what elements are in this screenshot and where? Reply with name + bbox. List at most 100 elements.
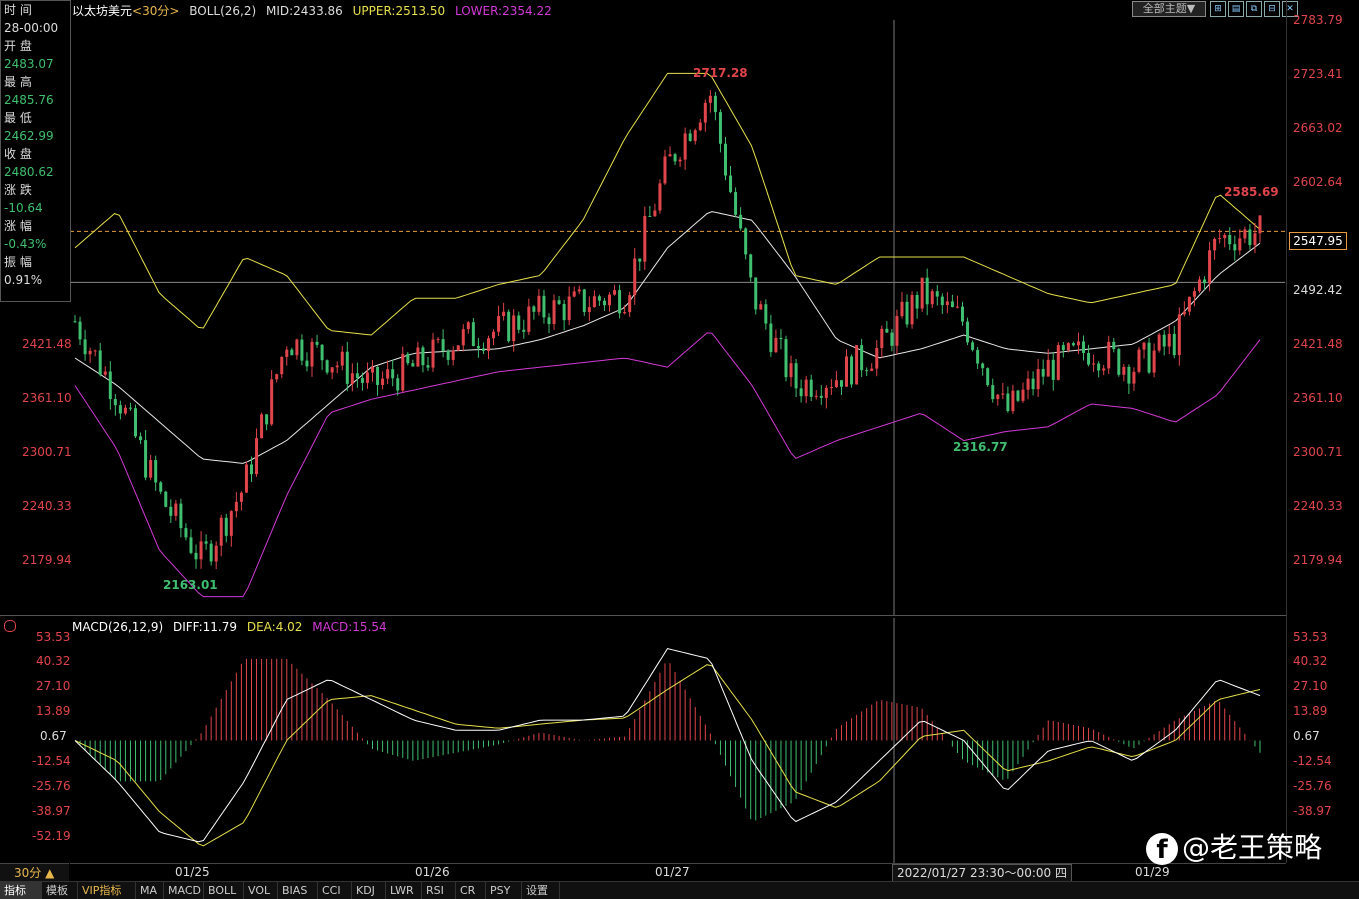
candle-body [1192, 291, 1196, 297]
tab-macd[interactable]: MACD [164, 882, 204, 899]
macd-tick: 0.67 [40, 729, 67, 743]
candle-body [1001, 393, 1005, 395]
candle-body [285, 349, 289, 357]
tab-kdj[interactable]: KDJ [352, 882, 386, 899]
candle-body [340, 351, 344, 366]
candle-body [1036, 369, 1040, 390]
candle-body [1066, 343, 1070, 351]
tab-lwr[interactable]: LWR [386, 882, 422, 899]
tab-rsi[interactable]: RSI [422, 882, 456, 899]
symbol-name[interactable]: 以太坊美元 [72, 4, 133, 18]
tab-cci[interactable]: CCI [318, 882, 352, 899]
candle-body [1011, 390, 1015, 412]
tab-cr[interactable]: CR [456, 882, 486, 899]
candle-body [618, 290, 622, 314]
candle-body [608, 294, 612, 306]
period-selector[interactable]: 30分 ▲ [0, 863, 69, 881]
close-value: 2480.62 [4, 165, 54, 179]
candle-body [628, 295, 632, 313]
open-value: 2483.07 [4, 57, 54, 71]
tab-templates[interactable]: 模板 [42, 882, 78, 899]
candle-body [249, 464, 253, 475]
tab-indicators[interactable]: 指标 [0, 882, 42, 899]
tab-vip-indicators[interactable]: VIP指标 [78, 882, 136, 899]
candle-body [799, 388, 803, 397]
list-icon[interactable]: ▤ [1228, 1, 1244, 17]
theme-dropdown[interactable]: 全部主题▼ [1132, 1, 1206, 17]
tab-bias[interactable]: BIAS [278, 882, 318, 899]
candle-body [189, 537, 193, 553]
candle-body [1107, 341, 1111, 369]
ohlc-info-panel: 时 间 28-00:00 开 盘 2483.07 最 高 2485.76 最 低… [0, 0, 71, 302]
candle-body [255, 438, 259, 475]
candle-body [804, 379, 808, 397]
candle-body [739, 214, 743, 229]
candle-body [1082, 341, 1086, 353]
price-chart[interactable] [70, 0, 1285, 615]
candle-body [320, 344, 324, 361]
window-icon[interactable]: ⧉ [1246, 1, 1262, 17]
period-tag[interactable]: <30分> [132, 4, 180, 18]
candle-body [209, 543, 213, 562]
macd-dea-value: DEA:4.02 [246, 620, 303, 634]
candle-body [729, 175, 733, 193]
indicator-name[interactable]: BOLL(26,2) [189, 4, 257, 18]
low2-annotation: 2316.77 [953, 440, 1008, 454]
indicator-settings-icon[interactable] [4, 620, 16, 632]
candle-body [1122, 366, 1126, 375]
candle-body [1203, 279, 1207, 284]
candle-body [764, 304, 768, 324]
candle-body [1142, 342, 1146, 350]
candle-body [406, 353, 410, 364]
close-icon[interactable]: ✕ [1282, 1, 1298, 17]
candle-body [890, 332, 894, 346]
candle-body [668, 154, 672, 157]
grid-icon[interactable]: ⊞ [1210, 1, 1226, 17]
candle-body [900, 301, 904, 317]
candle-body [1056, 345, 1060, 380]
boll-upper-value: UPPER:2513.50 [352, 4, 446, 18]
candle-body [779, 337, 783, 340]
tab-psy[interactable]: PSY [486, 882, 522, 899]
candle-body [623, 312, 627, 314]
tab-boll[interactable]: BOLL [204, 882, 244, 899]
candle-body [522, 329, 526, 332]
candle-body [134, 408, 138, 437]
left-macd-axis: 53.53 40.32 27.10 13.89 0.67 -12.54 -25.… [0, 618, 71, 863]
tab-vol[interactable]: VOL [244, 882, 278, 899]
candle-body [930, 291, 934, 305]
candle-body [955, 306, 959, 308]
tab-ma[interactable]: MA [136, 882, 164, 899]
candle-body [552, 300, 556, 325]
time-label: 01/26 [415, 865, 450, 879]
tab-settings[interactable]: 设置 [522, 882, 560, 899]
macd-tick: 27.10 [36, 679, 71, 693]
candle-body [1197, 279, 1201, 292]
macd-chart[interactable] [70, 618, 1285, 863]
candle-body [597, 296, 601, 301]
candle-body [850, 356, 854, 385]
candle-body [199, 541, 203, 560]
candle-body [542, 295, 546, 318]
candle-body [940, 296, 944, 306]
candle-body [845, 356, 849, 387]
candle-body [184, 528, 188, 538]
pane-divider[interactable] [0, 615, 1286, 616]
candle-body [1112, 341, 1116, 350]
candle-body [935, 291, 939, 297]
candle-body [275, 374, 279, 380]
minimize-icon[interactable]: ⊟ [1264, 1, 1280, 17]
candle-body [537, 295, 541, 312]
close-label: 收 盘 [4, 147, 32, 161]
candle-body [870, 368, 874, 371]
candle-body [507, 311, 511, 342]
price-tick: 2361.10 [1293, 391, 1343, 405]
low-value: 2462.99 [4, 129, 54, 143]
macd-diff-value: DIFF:11.79 [172, 620, 238, 634]
candle-body [1076, 341, 1080, 346]
candle-body [1021, 389, 1025, 401]
candle-body [910, 295, 914, 325]
macd-indicator-name[interactable]: MACD(26,12,9) [72, 620, 164, 634]
candle-body [98, 350, 102, 375]
candle-body [108, 371, 112, 400]
